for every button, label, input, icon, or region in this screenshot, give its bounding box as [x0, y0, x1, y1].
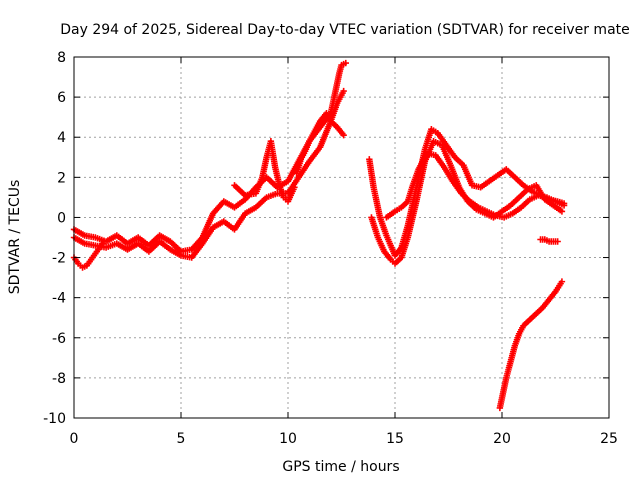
y-tick-label: -4 — [52, 291, 66, 307]
y-tick-label: -2 — [52, 251, 66, 267]
series-afternoon-trace-c — [383, 150, 568, 221]
ticks-layer: 0 5 10 15 20 25 -10 -8 -6 -4 -2 0 2 4 6 8 — [43, 50, 618, 447]
series-early-low-trace — [70, 238, 108, 271]
y-tick-label: 4 — [57, 130, 66, 146]
data-point — [560, 202, 568, 209]
data-point — [342, 59, 349, 67]
data-point — [100, 238, 108, 245]
x-axis-label: GPS time / hours — [282, 459, 399, 475]
series-main-trace-b — [70, 87, 347, 261]
x-tick-label: 15 — [386, 431, 404, 447]
series-midday-spike-trace — [231, 138, 298, 205]
points-layer — [70, 59, 568, 412]
data-point — [558, 208, 566, 215]
x-tick-label: 20 — [493, 431, 511, 447]
series-main-trace-a — [70, 59, 349, 255]
x-tick-label: 5 — [177, 431, 186, 447]
y-tick-label: 0 — [57, 210, 66, 226]
y-axis-label: SDTVAR / TECUs — [7, 180, 23, 295]
x-tick-label: 10 — [279, 431, 297, 447]
data-point — [340, 87, 347, 95]
series-recovery-trace — [496, 278, 566, 412]
x-tick-label: 25 — [600, 431, 618, 447]
chart-title: Day 294 of 2025, Sidereal Day-to-day VTE… — [60, 22, 630, 38]
y-tick-label: -10 — [43, 411, 66, 427]
y-tick-label: 6 — [57, 90, 66, 106]
y-tick-label: 2 — [57, 170, 66, 186]
data-point — [291, 184, 298, 191]
data-point — [340, 132, 347, 139]
series-short-late-trace — [537, 236, 561, 245]
y-tick-label: -6 — [52, 331, 66, 347]
series-late-morning-trace — [293, 109, 347, 177]
y-tick-label: 8 — [57, 50, 66, 66]
y-tick-label: -8 — [52, 371, 66, 387]
series-afternoon-trace-b — [368, 138, 566, 267]
data-point — [558, 278, 566, 285]
plot-frame — [73, 56, 610, 419]
data-point — [554, 238, 561, 245]
x-tick-label: 0 — [70, 431, 79, 447]
series-afternoon-trace-a — [366, 126, 568, 259]
